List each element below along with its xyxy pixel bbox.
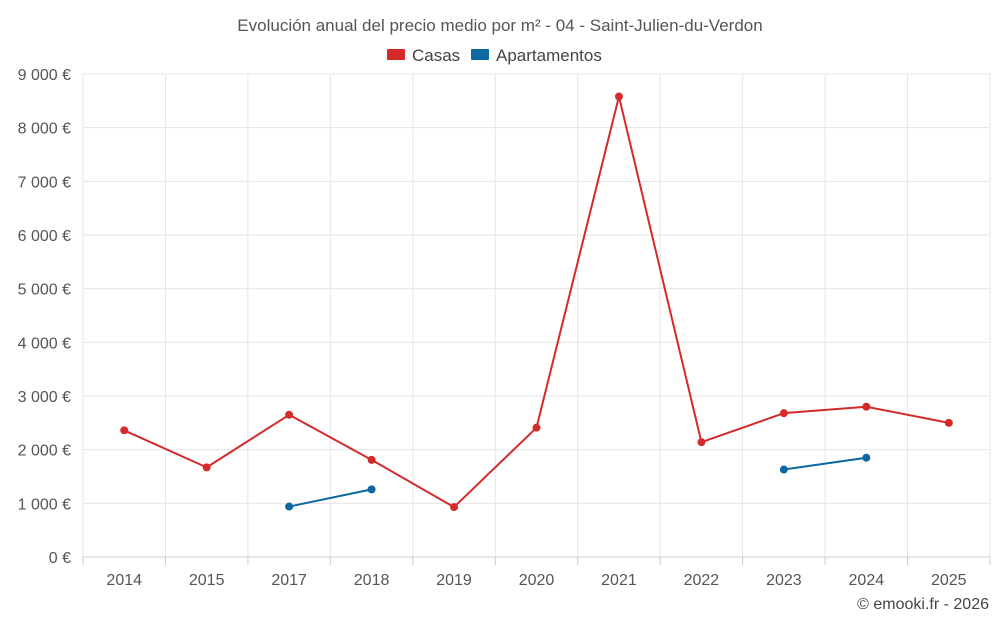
grid	[82, 73, 991, 557]
y-tick-label: 8 000 €	[18, 121, 71, 138]
y-tick-label: 0 €	[49, 550, 71, 567]
y-tick-label: 7 000 €	[18, 174, 71, 191]
series-line-apartamentos	[288, 488, 372, 508]
data-point-apartamentos[interactable]	[862, 453, 871, 462]
x-tick-label: 2019	[436, 572, 472, 589]
data-point-apartamentos[interactable]	[367, 485, 376, 494]
series-line-apartamentos	[783, 456, 867, 471]
x-tick-label: 2020	[519, 572, 555, 589]
legend-label-apartamentos: Apartamentos	[496, 46, 602, 65]
x-tick-label: 2023	[766, 572, 802, 589]
y-tick-label: 1 000 €	[18, 496, 71, 513]
data-point-casas[interactable]	[120, 426, 129, 435]
legend-item-apartamentos[interactable]: Apartamentos	[471, 46, 602, 65]
y-tick-label: 9 000 €	[18, 67, 71, 84]
x-tick-label: 2017	[271, 572, 307, 589]
series-casas	[120, 92, 953, 512]
data-point-casas[interactable]	[944, 418, 953, 427]
y-axis: 0 € 1 000 € 2 000 € 3 000 € 4 000 € 5 000 € 6 …	[18, 67, 71, 567]
data-point-casas[interactable]	[532, 423, 541, 432]
data-point-casas[interactable]	[367, 455, 376, 464]
y-tick-label: 3 000 €	[18, 389, 71, 406]
x-tick-label: 2018	[354, 572, 390, 589]
data-point-casas[interactable]	[862, 402, 871, 411]
data-point-apartamentos[interactable]	[285, 502, 294, 511]
chart-title: Evolución anual del precio medio por m² …	[237, 16, 762, 35]
data-point-casas[interactable]	[285, 410, 294, 419]
data-point-casas[interactable]	[202, 463, 211, 472]
y-tick-label: 2 000 €	[18, 443, 71, 460]
data-point-apartamentos[interactable]	[779, 465, 788, 474]
data-point-casas[interactable]	[614, 92, 623, 101]
x-tick-label: 2021	[601, 572, 637, 589]
x-tick-label: 2024	[849, 572, 885, 589]
series-layer	[120, 92, 953, 512]
legend: Casas Apartamentos	[387, 46, 602, 65]
x-axis: 2014 2015 2017 2018 2019 2020 2021 2022 2023 2024…	[82, 556, 991, 589]
y-tick-label: 4 000 €	[18, 335, 71, 352]
legend-label-casas: Casas	[412, 46, 460, 65]
legend-item-casas[interactable]: Casas	[387, 46, 460, 65]
x-tick-label: 2015	[189, 572, 225, 589]
credit-text: © emooki.fr - 2026	[857, 596, 989, 613]
legend-swatch-apartamentos	[471, 49, 489, 60]
data-point-casas[interactable]	[450, 503, 459, 512]
x-tick-label: 2025	[931, 572, 967, 589]
legend-swatch-casas	[387, 49, 405, 60]
x-tick-label: 2014	[106, 572, 142, 589]
series-apartamentos	[285, 453, 871, 511]
data-point-casas[interactable]	[779, 409, 788, 418]
data-point-casas[interactable]	[697, 438, 706, 447]
y-tick-label: 5 000 €	[18, 282, 71, 299]
x-tick-label: 2022	[684, 572, 720, 589]
y-tick-label: 6 000 €	[18, 228, 71, 245]
